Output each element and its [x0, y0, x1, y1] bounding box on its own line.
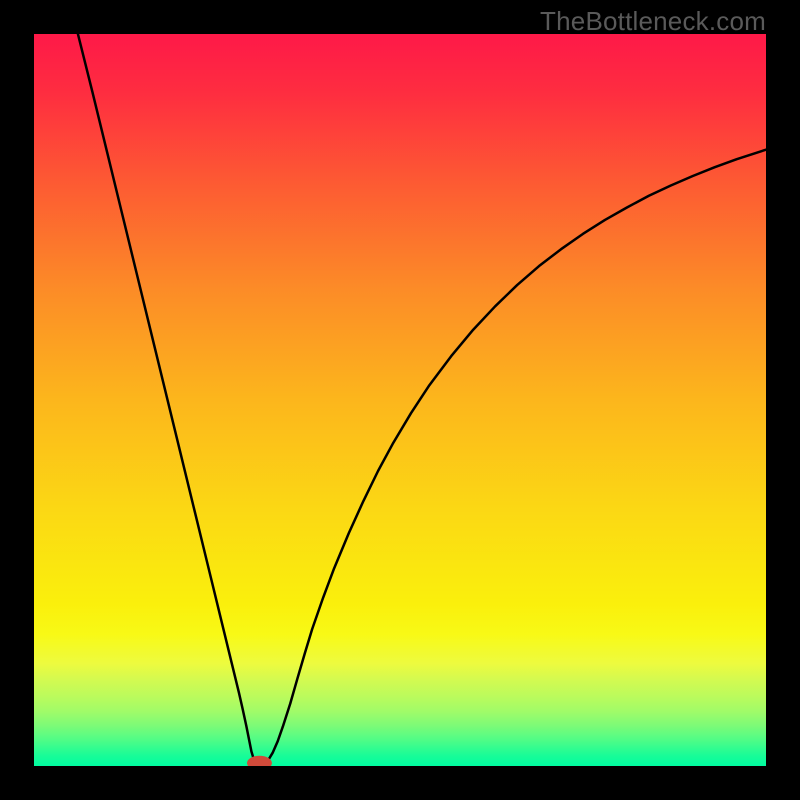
- figure-frame: TheBottleneck.com: [0, 0, 800, 800]
- minimum-marker: [247, 756, 272, 766]
- watermark-text: TheBottleneck.com: [540, 6, 766, 37]
- curve-path: [78, 34, 766, 765]
- bottleneck-curve: [34, 34, 766, 766]
- plot-area: [34, 34, 766, 766]
